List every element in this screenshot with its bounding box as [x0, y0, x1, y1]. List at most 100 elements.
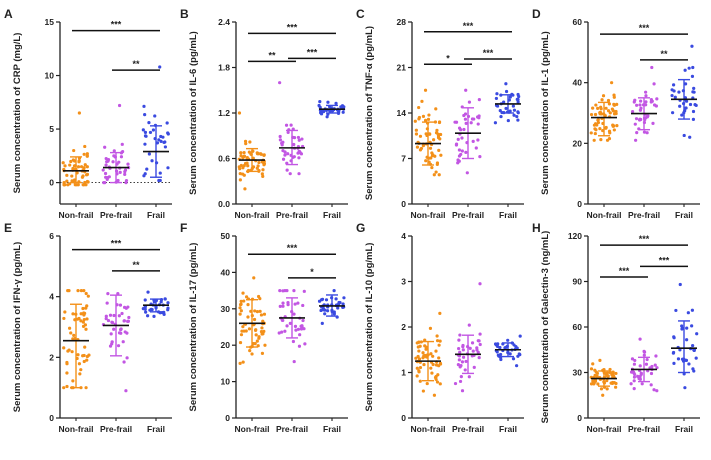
data-point: [638, 103, 642, 107]
data-point: [438, 382, 442, 386]
data-point: [238, 172, 242, 176]
panel-c: C Serum concentration of TNF-α (pg/mL) 0 7 1…: [356, 7, 524, 220]
x-tick-label: Frail: [675, 210, 693, 220]
data-point: [66, 183, 70, 187]
data-point: [461, 355, 466, 359]
data-point: [149, 307, 153, 311]
data-point: [439, 132, 443, 137]
data-point: [143, 113, 147, 117]
data-point: [260, 326, 264, 330]
data-point: [638, 117, 642, 121]
panel-letter: C: [356, 7, 365, 21]
data-point: [143, 307, 147, 311]
data-point: [434, 363, 439, 367]
y-tick-label: 7: [401, 154, 406, 164]
data-point: [685, 326, 689, 330]
data-point: [82, 313, 86, 317]
data-point: [67, 348, 71, 352]
data-point: [428, 326, 433, 330]
data-point: [166, 301, 170, 305]
x-tick-label: Pre-frail: [276, 210, 308, 220]
data-point: [247, 150, 251, 154]
data-point: [260, 172, 264, 176]
data-point: [464, 88, 468, 92]
data-point: [255, 310, 260, 314]
data-point: [655, 389, 659, 393]
data-point: [253, 328, 258, 332]
data-point: [670, 93, 674, 98]
data-point: [493, 342, 498, 346]
data-point: [423, 118, 428, 122]
data-point: [127, 315, 131, 320]
data-point: [644, 362, 649, 366]
data-point: [72, 164, 77, 168]
data-point: [511, 104, 515, 108]
data-point: [242, 150, 246, 155]
data-point: [467, 375, 471, 379]
data-point: [85, 165, 89, 169]
data-point: [283, 329, 287, 333]
data-point: [105, 301, 109, 305]
y-tick-label: 60: [573, 17, 583, 27]
y-tick-label: 3: [401, 277, 406, 287]
data-point: [118, 170, 122, 174]
data-point: [143, 142, 147, 146]
data-point: [605, 387, 609, 391]
data-point: [281, 148, 285, 153]
data-point: [459, 152, 463, 157]
data-point: [79, 312, 83, 316]
panel-letter: B: [180, 7, 189, 21]
significance-label: *: [446, 53, 450, 63]
data-point: [65, 173, 69, 177]
data-point: [65, 360, 69, 365]
data-point: [639, 99, 643, 103]
data-point: [589, 112, 594, 117]
data-point: [438, 311, 442, 315]
data-point: [84, 291, 88, 296]
data-point: [430, 165, 434, 170]
data-point: [435, 128, 439, 132]
data-point: [278, 304, 282, 308]
data-point: [106, 318, 111, 323]
x-tick-label: Non-frail: [59, 210, 94, 220]
data-point: [417, 117, 421, 121]
data-point: [456, 137, 460, 141]
data-point: [110, 340, 114, 344]
data-point: [297, 156, 301, 160]
data-point: [683, 82, 688, 86]
data-point: [81, 306, 85, 311]
data-point: [465, 171, 469, 175]
data-point: [124, 180, 128, 185]
data-point: [146, 314, 150, 318]
data-point: [515, 114, 519, 119]
data-point: [238, 312, 242, 316]
data-point: [644, 100, 648, 104]
data-point: [649, 100, 653, 104]
data-point: [292, 312, 296, 316]
data-point: [158, 178, 162, 183]
data-point: [433, 120, 438, 124]
data-point: [642, 353, 646, 357]
data-point: [512, 108, 517, 112]
data-point: [672, 89, 676, 93]
data-point: [438, 362, 443, 366]
data-point: [422, 354, 426, 358]
data-point: [435, 339, 440, 343]
data-point: [517, 94, 521, 99]
data-point: [82, 289, 86, 293]
data-point: [424, 159, 428, 163]
data-point: [516, 100, 520, 104]
data-point: [427, 132, 432, 136]
y-tick-label: 20: [573, 138, 583, 148]
data-point: [635, 103, 639, 107]
data-point: [415, 366, 419, 370]
data-point: [297, 344, 302, 348]
data-point: [672, 83, 676, 87]
panel-letter: D: [532, 7, 541, 21]
data-point: [71, 337, 75, 341]
data-point: [639, 106, 643, 110]
data-point: [80, 175, 85, 179]
data-point: [302, 289, 306, 293]
data-point: [649, 371, 654, 376]
data-point: [678, 104, 682, 108]
